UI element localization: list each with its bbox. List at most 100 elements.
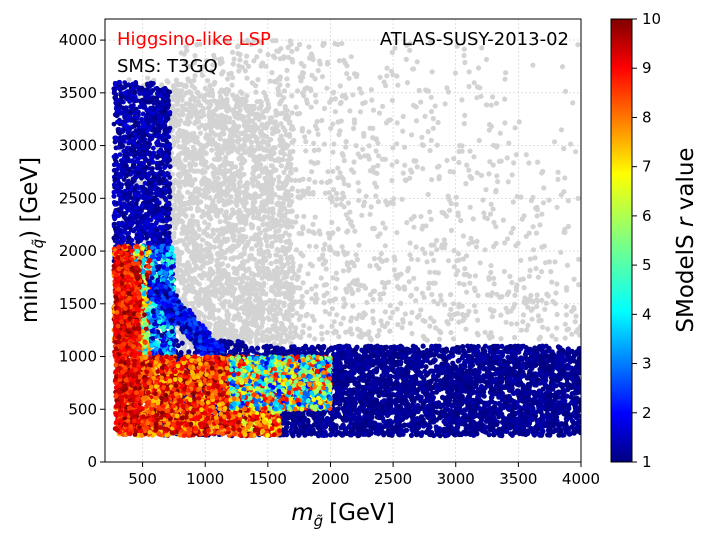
scatter-point (199, 214, 205, 220)
scatter-point (473, 308, 479, 315)
scatter-point (542, 306, 548, 312)
scatter-point (178, 81, 184, 87)
scatter-point (402, 286, 408, 292)
scatter-point (423, 87, 429, 93)
scatter-point (237, 57, 243, 63)
scatter-point (243, 127, 249, 134)
scatter-point (413, 118, 420, 124)
scatter-point (526, 230, 532, 236)
scatter-point (448, 227, 455, 233)
scatter-point (348, 326, 354, 332)
scatter-point (439, 209, 445, 215)
scatter-point (378, 251, 384, 257)
scatter-point (481, 210, 487, 216)
scatter-point (313, 99, 319, 105)
scatter-point (570, 100, 576, 106)
scatter-point (297, 263, 304, 269)
scatter-point (321, 141, 327, 147)
scatter-point (242, 305, 248, 311)
scatter-point (270, 206, 276, 212)
scatter-point (366, 156, 372, 162)
scatter-point (273, 38, 279, 44)
scatter-point (343, 144, 349, 150)
scatter-point (507, 273, 513, 279)
scatter-point (502, 96, 508, 102)
scatter-point (230, 234, 236, 240)
scatter-point (373, 148, 379, 154)
scatter-point (297, 41, 303, 48)
scatter-point (568, 141, 574, 147)
scatter-point (234, 296, 240, 302)
scatter-point (181, 138, 187, 144)
scatter-point (205, 105, 211, 111)
scatter-point (193, 278, 200, 285)
scatter-point (510, 305, 516, 311)
scatter-point (475, 292, 481, 299)
scatter-point (265, 214, 271, 220)
scatter-point (256, 258, 262, 264)
scatter-point (235, 238, 241, 244)
scatter-point (402, 144, 408, 150)
scatter-point (236, 63, 242, 69)
scatter-point (394, 141, 400, 147)
scatter-point (177, 184, 183, 190)
scatter-point (177, 127, 183, 133)
scatter-point (348, 54, 354, 60)
scatter-point (345, 200, 351, 206)
scatter-point (539, 269, 545, 275)
scatter-point (455, 210, 461, 216)
scatter-point (380, 103, 386, 109)
scatter-point (356, 242, 362, 248)
scatter-point (494, 144, 500, 150)
scatter-point (563, 303, 569, 310)
scatter-point (528, 198, 535, 204)
scatter-point (298, 304, 305, 310)
scatter-point (472, 273, 478, 279)
scatter-point (257, 237, 263, 243)
scatter-point (193, 119, 199, 125)
scatter-point (202, 85, 208, 91)
scatter-point (419, 134, 425, 140)
scatter-point (464, 289, 470, 295)
scatter-point (192, 95, 198, 102)
scatter-point (173, 161, 179, 167)
scatter-point (534, 298, 541, 304)
scatter-point (329, 306, 335, 312)
scatter-point (455, 268, 461, 274)
scatter-point (282, 251, 288, 257)
scatter-point (175, 107, 181, 113)
scatter-point (510, 160, 517, 166)
scatter-point (250, 183, 257, 189)
scatter-point (279, 321, 285, 327)
scatter-point (432, 280, 438, 286)
scatter-point (205, 299, 212, 305)
scatter-point (278, 133, 284, 139)
scatter-point (199, 237, 206, 243)
scatter-point (506, 140, 512, 146)
scatter-point (512, 125, 518, 131)
scatter-point (214, 100, 220, 106)
scatter-point (227, 175, 233, 181)
scatter-point (175, 93, 182, 99)
scatter-point (199, 72, 205, 78)
scatter-point (448, 306, 454, 312)
scatter-point (493, 187, 499, 193)
scatter-point (341, 304, 347, 310)
scatter-point (383, 120, 389, 126)
scatter-point (334, 196, 340, 202)
scatter-point (498, 336, 504, 342)
scatter-point (376, 327, 382, 334)
scatter-point (273, 228, 279, 235)
scatter-point (206, 185, 212, 191)
scatter-point (382, 225, 388, 231)
scatter-point (394, 306, 400, 312)
scatter-point (554, 204, 560, 210)
scatter-point (216, 189, 222, 195)
scatter-point (464, 162, 470, 168)
scatter-point (555, 176, 561, 182)
scatter-point (549, 279, 555, 285)
scatter-point (261, 280, 267, 286)
scatter-point (562, 175, 568, 181)
scatter-point (390, 145, 396, 151)
scatter-point (264, 243, 271, 249)
